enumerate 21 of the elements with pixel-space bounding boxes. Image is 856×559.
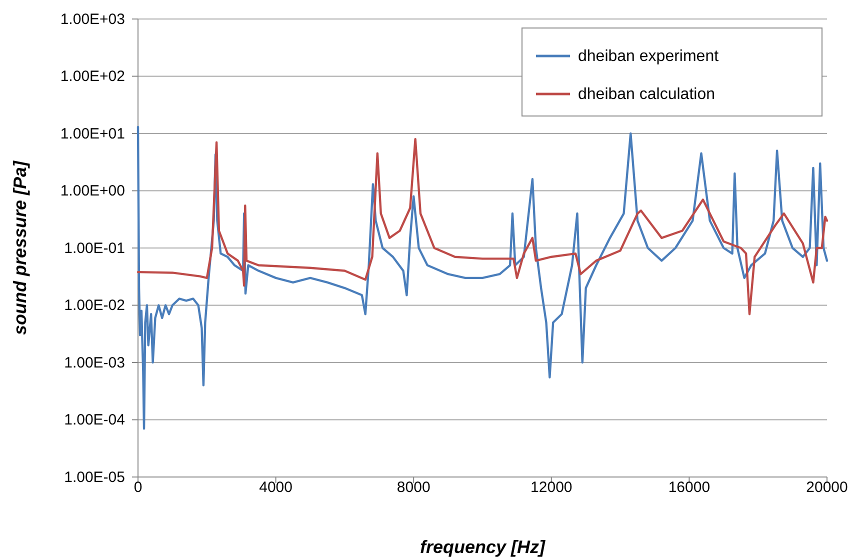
x-tick-label: 0 — [134, 479, 142, 496]
x-tick-label: 4000 — [259, 479, 292, 496]
y-tick-label: 1.00E+00 — [60, 182, 125, 200]
y-tick-label: 1.00E+02 — [60, 68, 125, 86]
legend-label: dheiban experiment — [578, 48, 720, 65]
x-tick-label: 8000 — [396, 479, 430, 496]
y-tick-label: 1.00E-03 — [64, 354, 125, 372]
y-tick-label: 1.00E-04 — [64, 412, 125, 429]
y-tick-label: 1.00E+01 — [60, 125, 125, 142]
line-series — [136, 126, 828, 430]
line-series — [136, 138, 828, 316]
y-tick-label: 1.00E-01 — [64, 240, 125, 257]
x-tick-label: 16000 — [668, 479, 710, 496]
y-tick-label: 1.00E-02 — [64, 297, 125, 314]
y-axis-title: sound pressure [Pa] — [10, 160, 30, 336]
x-tick-label: 20000 — [806, 479, 848, 496]
y-tick-label: 1.00E+03 — [60, 10, 125, 28]
y-tick-label: 1.00E-05 — [64, 468, 125, 486]
legend-label: dheiban calculation — [578, 86, 715, 103]
x-tick-label: 12000 — [530, 479, 572, 496]
x-axis-title: frequency [Hz] — [420, 537, 546, 557]
